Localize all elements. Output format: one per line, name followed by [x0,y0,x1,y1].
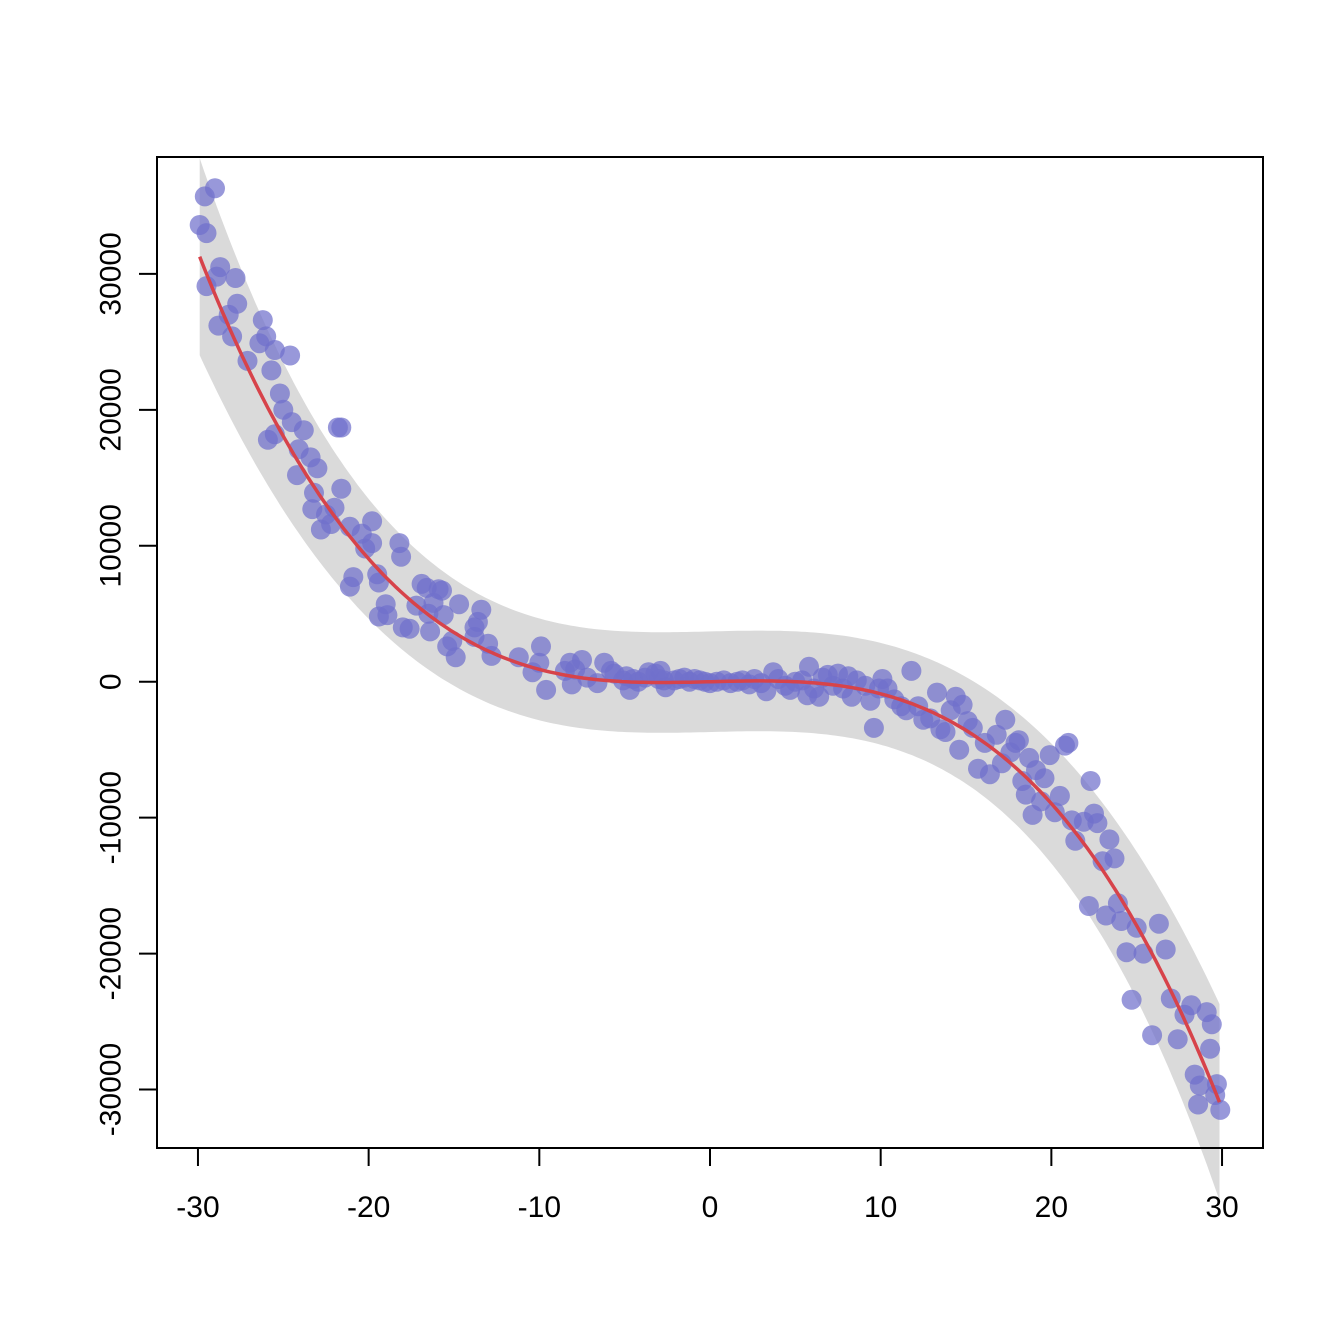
data-point [331,478,352,499]
x-tick-label: -20 [347,1191,390,1224]
data-point [1044,802,1065,823]
x-tick-label: 10 [864,1191,897,1224]
data-point [1015,784,1036,805]
data-point [264,340,285,360]
data-point [1189,1075,1210,1096]
data-point [225,268,246,288]
y-tick-label: -20000 [95,907,128,1000]
x-axis: -30 -20 -10 0 10 20 30 [176,1147,1239,1224]
data-point [362,533,383,554]
data-point [1200,1038,1221,1059]
data-point [809,686,830,707]
data-point [307,458,328,479]
data-point [952,694,973,715]
data-point [1104,848,1125,869]
data-point [420,621,441,642]
x-tick-label: 0 [702,1191,719,1224]
data-point [1210,1099,1231,1120]
data-point [377,605,398,626]
data-point [1181,995,1202,1016]
data-point [252,310,273,331]
data-point [799,656,819,677]
data-point [536,679,557,700]
data-point [1201,1014,1222,1035]
data-point [756,681,777,702]
data-point [304,482,324,503]
data-point [1034,768,1055,789]
data-point [391,546,412,567]
data-point [863,717,884,738]
data-point [261,360,282,381]
data-point [1107,893,1128,914]
y-tick-label: 30000 [95,232,128,315]
data-point [1058,732,1079,753]
data-point [210,257,231,278]
data-point [362,511,383,532]
data-point [471,599,492,620]
y-tick-label: -10000 [95,771,128,864]
data-point [399,618,420,639]
x-tick-label: 20 [1035,1191,1068,1224]
data-point [949,739,970,760]
data-point [445,647,466,668]
data-point [927,682,947,703]
data-point [1167,1029,1188,1050]
data-point [1078,896,1099,916]
fit-line [198,256,1222,1103]
data-point [1155,939,1176,960]
x-tick-label: -10 [518,1191,561,1224]
data-point [343,567,364,588]
x-tick-label: -30 [176,1191,219,1224]
data-point [293,420,314,441]
data-point [1065,830,1086,851]
data-point [995,709,1016,730]
data-point [1116,942,1137,963]
data-point [227,293,248,314]
data-point [331,417,352,438]
data-point [531,636,551,657]
data-point [1039,745,1060,766]
data-point [1087,813,1108,834]
data-point [433,605,454,626]
y-tick-label: 0 [95,673,128,690]
data-point [1099,829,1120,850]
data-point [841,686,862,707]
y-tick-label: 20000 [95,368,128,451]
data-point [572,650,592,670]
data-point [935,722,956,742]
data-point [1188,1094,1209,1115]
x-tick-label: 30 [1205,1191,1238,1224]
data-point [1111,911,1132,931]
data-point [324,497,345,518]
data-point [432,580,452,601]
data-point [269,383,290,404]
data-point [561,674,582,695]
data-point [1148,913,1169,934]
data-point [901,660,922,681]
data-point [205,178,225,199]
data-point [280,345,301,366]
data-point [986,724,1007,745]
y-tick-label: 10000 [95,504,128,587]
data-point [1080,771,1101,791]
y-axis: -30000 -20000 -10000 0 10000 20000 30000 [95,232,158,1136]
y-tick-label: -30000 [95,1043,128,1136]
data-point [1008,730,1029,751]
data-point [449,594,470,615]
data-point [196,223,217,244]
data-point [1121,989,1142,1010]
data-point [1049,785,1070,806]
data-point [1142,1025,1163,1046]
fit-curve-layer [198,256,1222,1103]
